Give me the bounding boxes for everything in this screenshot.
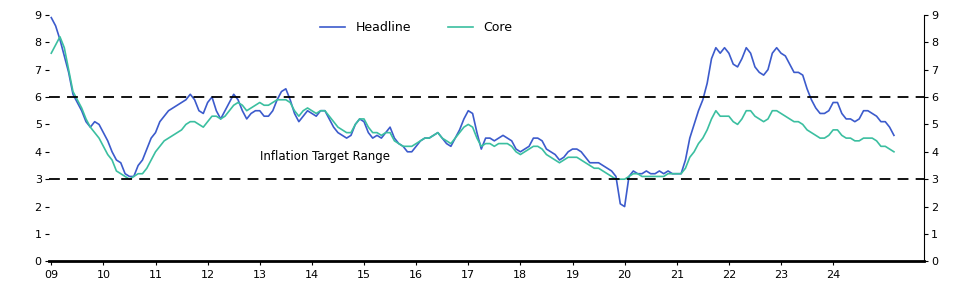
Legend: Headline, Core: Headline, Core <box>320 21 513 34</box>
Core <box>497 142 509 145</box>
Core <box>775 112 787 115</box>
Core <box>54 35 66 39</box>
Line: Core: Core <box>52 37 894 179</box>
Headline <box>888 134 900 137</box>
Headline <box>271 98 283 102</box>
Headline <box>771 46 782 50</box>
Core <box>719 114 731 118</box>
Text: Inflation Target Range: Inflation Target Range <box>260 150 390 163</box>
Headline <box>801 87 812 91</box>
Core <box>46 51 57 55</box>
Core <box>97 145 109 148</box>
Line: Headline: Headline <box>52 18 894 207</box>
Core <box>124 177 135 181</box>
Headline <box>619 205 631 208</box>
Core <box>280 98 292 102</box>
Headline <box>488 139 500 143</box>
Headline <box>714 51 726 55</box>
Headline <box>93 123 105 126</box>
Core <box>806 131 817 135</box>
Core <box>888 150 900 154</box>
Headline <box>46 16 57 19</box>
